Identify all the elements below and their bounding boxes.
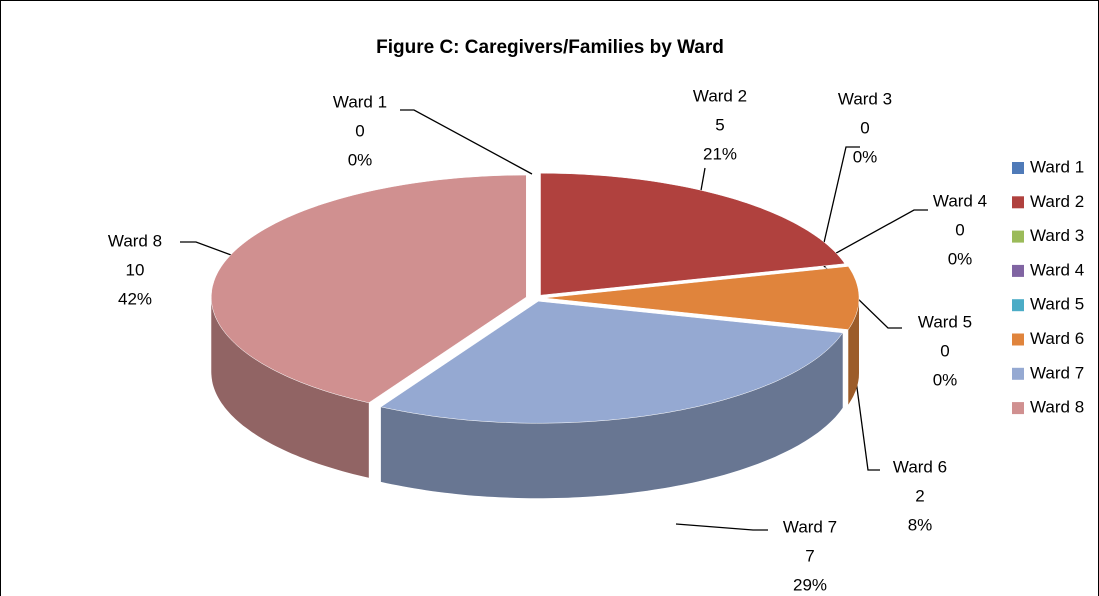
data-label-value: 0 [940,341,949,360]
legend-swatch [1012,162,1024,174]
data-label-value: 0 [955,220,964,239]
data-label-percent: 0% [348,150,373,169]
legend-swatch [1012,196,1024,209]
legend-swatch [1012,264,1024,277]
legend-swatch [1012,333,1024,346]
slice [540,172,846,296]
data-label-value: 0 [355,121,364,140]
data-label-value: 7 [805,546,814,565]
leader-line [400,109,533,175]
legend-label: Ward 7 [1030,363,1084,382]
data-label-name: Ward 5 [918,312,972,331]
data-label-percent: 0% [853,147,878,166]
legend-label: Ward 2 [1030,192,1084,211]
data-label-value: 5 [715,115,724,134]
data-label-value: 0 [860,118,869,137]
data-label-name: Ward 6 [893,457,947,476]
slice [211,174,527,404]
data-label-name: Ward 4 [933,191,987,210]
legend-label: Ward 3 [1030,226,1084,245]
legend-swatch [1012,230,1024,243]
legend-swatch [1012,367,1024,380]
slice [543,265,849,298]
slice-side [211,297,369,478]
legend-label: Ward 5 [1030,295,1084,314]
slice [543,266,860,330]
legend-label: Ward 1 [1030,157,1084,176]
data-label-percent: 8% [908,515,933,534]
pie-tops [211,172,860,424]
leader-line [819,146,860,261]
slice-side-shade [380,332,843,499]
data-label-name: Ward 8 [108,231,162,250]
legend-label: Ward 8 [1030,398,1084,417]
data-label-name: Ward 7 [783,517,837,536]
legend-label: Ward 4 [1030,260,1084,279]
data-label-value: 2 [915,486,924,505]
data-label-percent: 0% [933,370,958,389]
slice-side [848,298,859,405]
slice-side [380,332,843,499]
chart-title: Figure C: Caregivers/Families by Ward [376,37,724,58]
data-label-value: 10 [126,260,145,279]
slice-side-shade [211,297,369,478]
slice [380,300,844,424]
data-label-name: Ward 1 [333,92,387,111]
data-label-percent: 21% [703,144,737,163]
data-label-name: Ward 3 [838,89,892,108]
pie-sides [211,297,859,499]
leader-line [675,523,768,531]
data-label-percent: 0% [948,249,973,268]
legend-swatch [1012,402,1024,415]
legend: Ward 1 Ward 2 Ward 3 Ward 4 Ward 5 Ward 6 Ward… [1012,157,1084,417]
slice-side-shade [848,298,859,405]
legend-label: Ward 6 [1030,329,1084,348]
data-label-percent: 42% [118,289,152,308]
legend-swatch [1012,299,1024,312]
data-label-name: Ward 2 [693,86,747,105]
leader-line [819,209,928,263]
data-label-percent: 29% [793,575,827,594]
